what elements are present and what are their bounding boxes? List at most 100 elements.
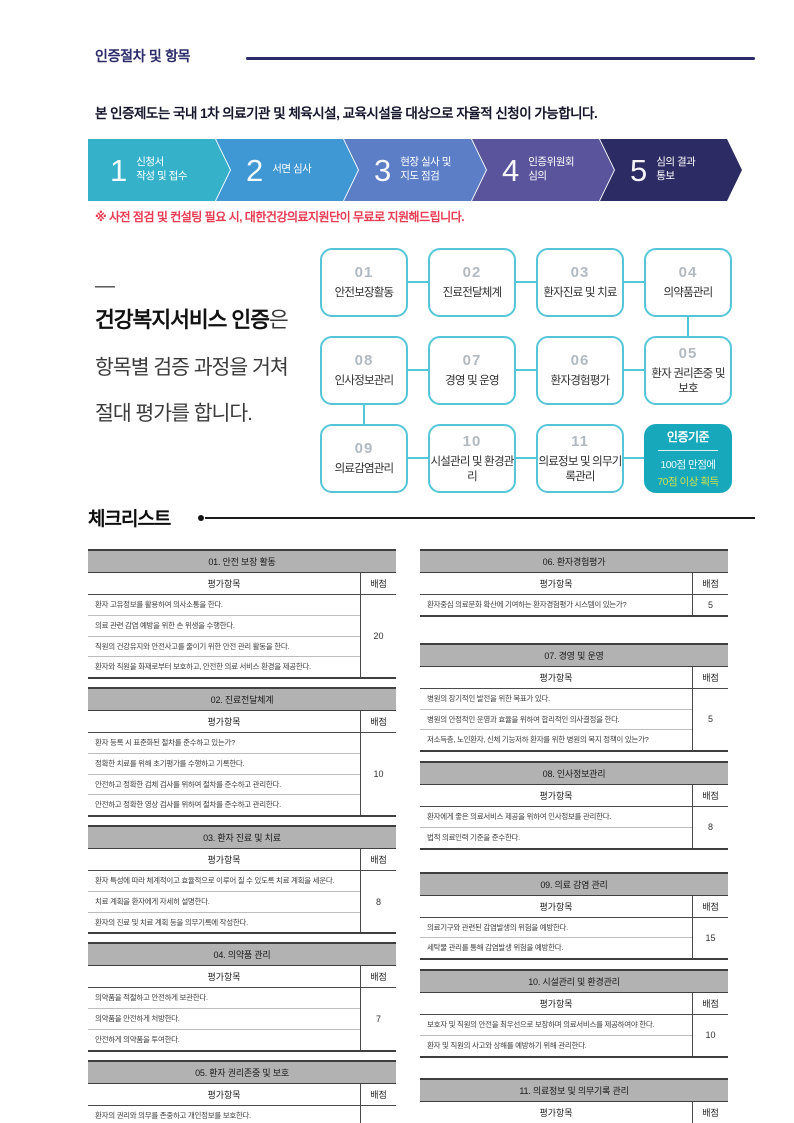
- statement-title-bold: 건강복지서비스 인증: [95, 308, 270, 332]
- box-label: 진료전달체계: [442, 287, 502, 300]
- step-number: 1: [110, 152, 128, 188]
- table-row: 환자의 권리와 의무를 존중하고 개인정보를 보호한다.: [88, 1106, 360, 1123]
- table-title: 05. 환자 권리존중 및 보호: [88, 1059, 396, 1084]
- column-header-score: 배점: [692, 895, 728, 918]
- table-title: 10. 시설관리 및 환경관리: [420, 969, 728, 993]
- column-header-score: 배점: [360, 573, 396, 595]
- table-row: 병원의 안정적인 운영과 효율을 위하여 합리적인 의사결정을 한다.: [420, 710, 692, 731]
- box-number: 10: [462, 433, 482, 451]
- table-row: 안전하고 정확한 영상 검사를 위하여 절차를 준수하고 관리한다.: [95, 800, 281, 810]
- statement-title-rest: 은: [269, 308, 289, 332]
- step-label: 현장 실사 및 지도 점검: [400, 156, 451, 182]
- table-11: 11. 의료정보 및 의무기록 관리 평가항목 배점 의료정보, 의무기록의 접…: [420, 1077, 728, 1123]
- checklist-heading: 체크리스트: [88, 509, 171, 530]
- checklist-bullet: [198, 515, 204, 521]
- box-label: 시설관리 및 환경관리: [430, 456, 514, 483]
- column-header-item: 평가항목: [88, 1084, 360, 1106]
- table-row: 환자중심 의료문화 확산에 기여하는 환자경험평가 시스템이 있는가?: [427, 600, 627, 609]
- table-03: 03. 환자 진료 및 치료 평가항목 배점 환자 특성에 따라 체계적이고 효…: [88, 825, 396, 935]
- box-label: 경영 및 운영: [445, 375, 499, 388]
- step-4: 4 인증위원회 심의: [472, 139, 614, 201]
- table-title: 06. 환자경험평가: [420, 549, 728, 573]
- box-number: 09: [354, 440, 374, 458]
- item-box-01: 01 안전보장활동: [320, 248, 408, 317]
- table-row: 의약품을 적절하고 안전하게 보관한다.: [88, 988, 360, 1009]
- box-number: 01: [354, 264, 374, 282]
- step-label: 서면 심사: [272, 163, 312, 176]
- process-steps: 1 신청서 작성 및 접수 2 서면 심사 3 현장 실사 및 지도 점검 4 …: [88, 139, 742, 201]
- item-box-03: 03 환자진료 및 치료: [536, 248, 624, 317]
- table-row: 의약품을 안전하게 처방한다.: [88, 1009, 360, 1030]
- table-row: 의료기구와 관련된 감염발생의 위험을 예방한다.: [420, 918, 692, 939]
- score-cell: 8: [692, 807, 728, 848]
- column-header-item: 평가항목: [88, 573, 360, 595]
- box-number: 02: [462, 264, 482, 282]
- item-box-05: 05 환자 권리존중 및 보호: [644, 336, 732, 405]
- checklist-tables: 01. 안전 보장 활동 평가항목 배점 환자 고유정보를 활용하여 의사소통을…: [88, 549, 728, 1123]
- statement-dash: —: [95, 275, 115, 297]
- column-header-score: 배점: [692, 993, 728, 1015]
- table-08: 08. 인사정보관리 평가항목 배점 환자에게 좋은 의료서비스 제공을 위하여…: [420, 761, 728, 850]
- table-title: 09. 의료 감염 관리: [420, 871, 728, 896]
- table-05: 05. 환자 권리존중 및 보호 평가항목 배점 환자의 권리와 의무를 존중하…: [88, 1059, 396, 1123]
- table-row: 환자 등록 시 표준화된 절차를 준수하고 있는가?: [88, 733, 360, 754]
- step-label: 신청서 작성 및 접수: [136, 156, 187, 182]
- step-label: 인증위원회 심의: [528, 156, 575, 182]
- table-title: 11. 의료정보 및 의무기록 관리: [420, 1077, 728, 1102]
- step-3: 3 현장 실사 및 지도 점검: [344, 139, 486, 201]
- page-title: 인증절차 및 항목: [95, 48, 191, 64]
- step-number: 3: [374, 152, 392, 188]
- score-cell: 15: [692, 917, 728, 958]
- connector-line: [687, 282, 689, 370]
- score-cell: 8: [360, 871, 396, 933]
- score-cell: 5: [692, 688, 728, 750]
- score-cell: 7: [360, 988, 396, 1050]
- table-row: 치료 계획을 환자에게 자세히 설명한다.: [88, 892, 360, 913]
- score-cell: 5: [692, 595, 728, 615]
- table-row: 의료 관련 감염 예방을 위한 손 위생을 수행한다.: [88, 616, 360, 637]
- checklist-left-column: 01. 안전 보장 활동 평가항목 배점 환자 고유정보를 활용하여 의사소통을…: [88, 549, 396, 1123]
- item-box-02: 02 진료전달체계: [428, 248, 516, 317]
- table-title: 08. 인사정보관리: [420, 761, 728, 785]
- table-row: 환자 고유정보를 활용하여 의사소통을 한다.: [88, 595, 360, 616]
- column-header-item: 평가항목: [420, 1102, 692, 1123]
- column-header-item: 평가항목: [420, 573, 692, 595]
- checklist-right-column: 06. 환자경험평가 평가항목 배점 환자중심 의료문화 확산에 기여하는 환자…: [420, 549, 728, 1123]
- item-box-11: 11 의료정보 및 의무기록관리: [536, 424, 624, 493]
- item-box-04: 04 의약품관리: [644, 248, 732, 317]
- connector-line: [363, 370, 365, 458]
- table-09: 09. 의료 감염 관리 평가항목 배점 의료기구와 관련된 감염발생의 위험을…: [420, 871, 728, 960]
- item-box-09: 09 의료감염관리: [320, 424, 408, 493]
- column-header-item: 평가항목: [88, 711, 360, 733]
- box-label: 의약품관리: [663, 287, 714, 300]
- cert-line-1: 100점 만점에: [660, 459, 716, 471]
- statement-line-2: 항목별 검증 과정을 거쳐: [95, 356, 289, 379]
- table-row: 환자의 진료 및 치료 계획 등을 의무기록에 작성한다.: [95, 917, 248, 927]
- table-row: 환자에게 좋은 의료서비스 제공을 위하여 인사정보를 관리한다.: [420, 807, 692, 828]
- item-box-06: 06 환자경험평가: [536, 336, 624, 405]
- table-row: 법적 의료인력 기준을 준수한다.: [427, 832, 520, 842]
- statement-title: 건강복지서비스 인증은: [95, 303, 289, 334]
- box-number: 04: [678, 264, 698, 282]
- score-cell: 20: [360, 595, 396, 677]
- table-row: 안전하게 의약품을 투여한다.: [95, 1034, 180, 1044]
- table-title: 02. 진료전달체계: [88, 687, 396, 711]
- column-header-score: 배점: [360, 849, 396, 871]
- column-header-score: 배점: [692, 1101, 728, 1123]
- box-number: 06: [570, 352, 590, 370]
- step-2: 2 서면 심사: [216, 139, 358, 201]
- connector-line: [364, 457, 688, 459]
- header-rule: [246, 57, 755, 60]
- table-04: 04. 의약품 관리 평가항목 배점 의약품을 적절하고 안전하게 보관한다. …: [88, 942, 396, 1052]
- grid-boxes: 01 안전보장활동 02 진료전달체계 03 환자진료 및 치료 04 의약품관리 08…: [320, 248, 732, 493]
- column-header-score: 배점: [360, 711, 396, 733]
- cert-line-2: 70점 이상 획득: [657, 476, 719, 488]
- box-number: 05: [678, 345, 698, 363]
- column-header-item: 평가항목: [420, 667, 692, 689]
- table-title: 07. 경영 및 운영: [420, 642, 728, 667]
- column-header-score: 배점: [360, 966, 396, 989]
- score-cell: 5: [360, 1105, 396, 1123]
- table-01: 01. 안전 보장 활동 평가항목 배점 환자 고유정보를 활용하여 의사소통을…: [88, 549, 396, 679]
- step-1: 1 신청서 작성 및 접수: [88, 139, 230, 201]
